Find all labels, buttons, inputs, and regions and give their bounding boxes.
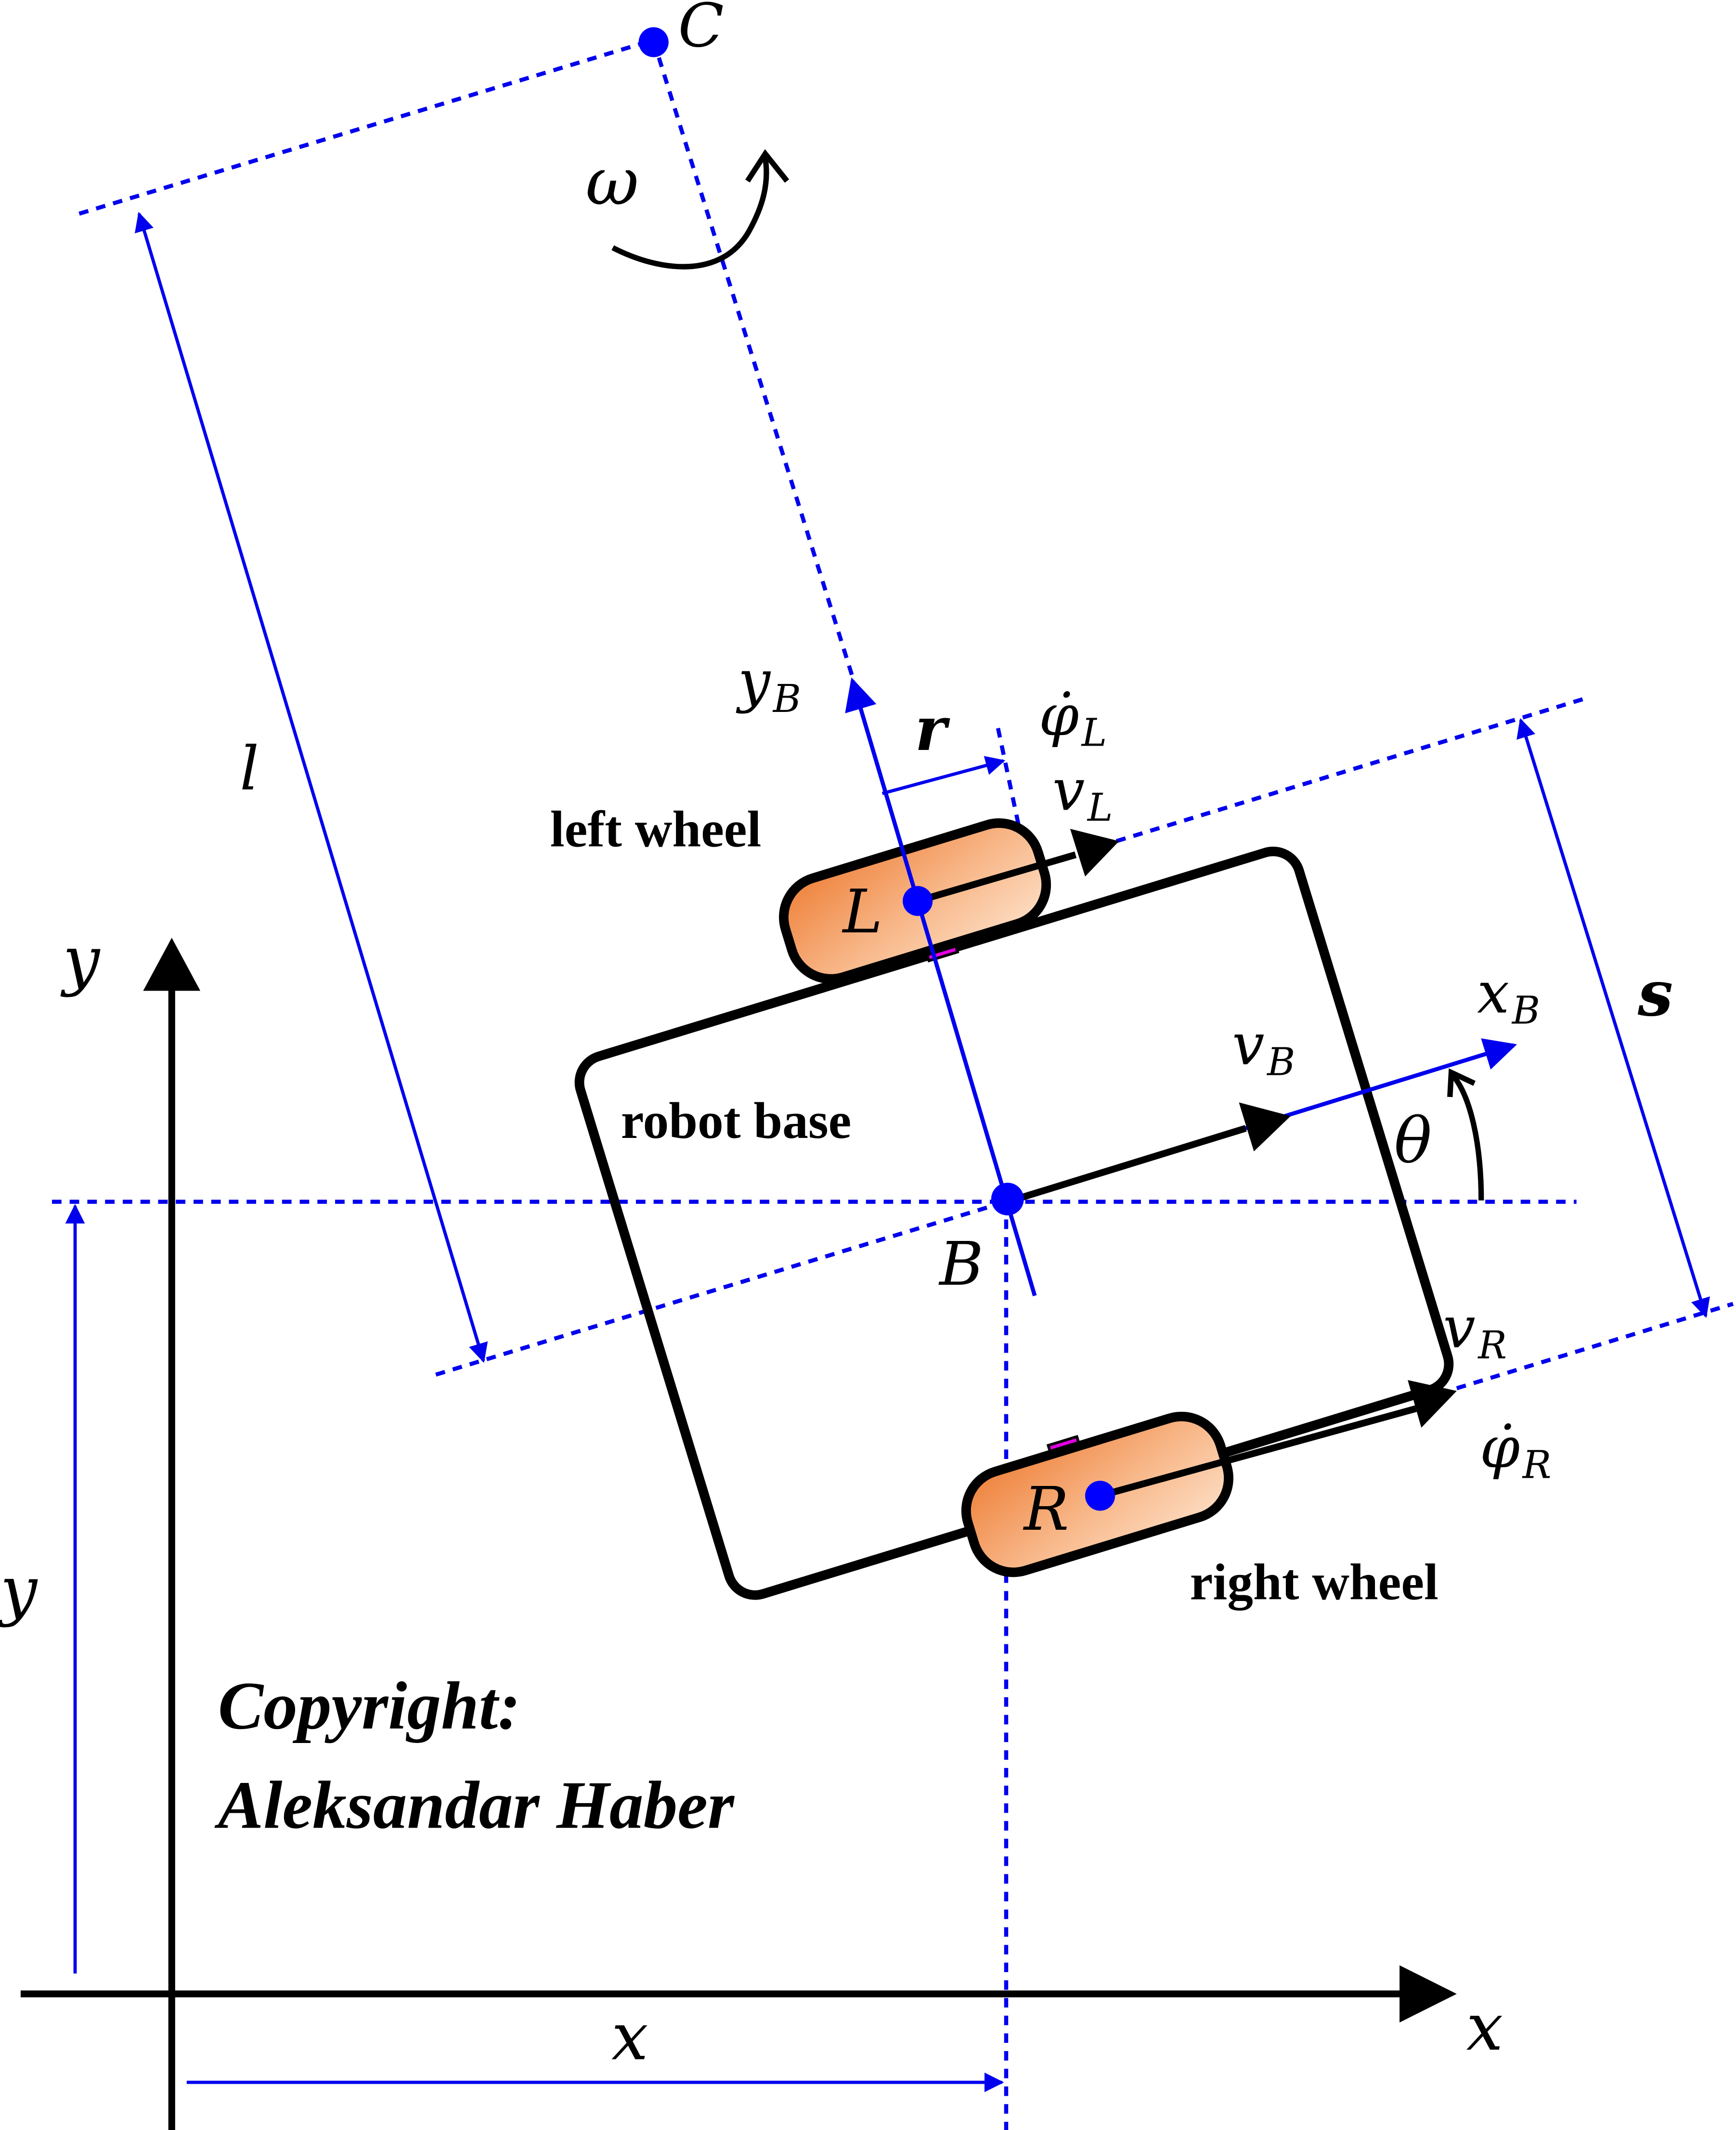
point-c (638, 27, 669, 57)
rotation-arrows (611, 149, 1484, 1201)
label-point-r: R (1023, 1475, 1069, 1544)
omega-arrowhead (745, 149, 790, 183)
x-axis-arrowhead (1399, 1965, 1457, 2023)
label-x-axis: x (1466, 1989, 1503, 2065)
xb-extension-dotted-line (435, 1200, 1007, 1377)
label-y-coordinate: y (0, 1553, 38, 1629)
copyright-line-1: Copyright: (218, 1668, 520, 1743)
label-theta: θ (1394, 1104, 1432, 1177)
point-b (991, 1183, 1024, 1215)
points (638, 27, 1115, 1511)
vb-arrowhead (1239, 1102, 1291, 1152)
wheel-radius-dotted-line (996, 727, 1023, 838)
label-x-coordinate: x (611, 1999, 648, 2075)
vr-arrowhead (1408, 1380, 1457, 1428)
label-robot-base: robot base (621, 1092, 852, 1149)
world-axes (20, 938, 1457, 2130)
l-dimension-arrow (134, 212, 488, 1363)
label-left-wheel: left wheel (550, 801, 762, 858)
theta-angle-arc (1451, 1073, 1484, 1201)
label-y-axis: y (60, 922, 101, 998)
vl-arrowhead (1070, 828, 1119, 877)
s-dimension-arrow (1516, 718, 1710, 1318)
label-omega: ω (585, 144, 639, 220)
label-phi-r: φ̇ R (1480, 1415, 1551, 1487)
right-contact-dotted-line (1456, 1302, 1734, 1391)
y-axis-arrowhead (143, 938, 201, 991)
vb-vector (1006, 1125, 1247, 1205)
label-phi-l: φ̇ L (1039, 683, 1107, 755)
vr-vector (1099, 1405, 1417, 1499)
dimension-arrows (65, 212, 1710, 2092)
label-point-l: L (842, 878, 883, 947)
label-l-length: l (240, 735, 259, 804)
theta-arrowhead (1447, 1068, 1476, 1097)
r-dimension-arrow (881, 756, 1006, 795)
label-point-b: B (938, 1230, 983, 1299)
label-s: s (1637, 956, 1673, 1030)
point-r (1085, 1481, 1115, 1511)
copyright-line-2: Aleksandar Haber (214, 1767, 735, 1843)
velocity-vectors (917, 828, 1457, 1499)
c-top-dotted-line (78, 39, 652, 216)
label-right-wheel: right wheel (1190, 1553, 1438, 1611)
copyright-notice: Copyright: Aleksandar Haber (214, 1668, 735, 1843)
point-l (903, 886, 933, 916)
omega-rotation-arrow (611, 157, 769, 270)
c-to-yb-dotted-line (651, 40, 855, 677)
vl-vector (917, 851, 1077, 904)
text-labels: left wheel robot base right wheel (550, 801, 1438, 1611)
left-contact-dotted-line (1115, 696, 1587, 843)
label-r: r (915, 694, 951, 764)
label-c: C (678, 0, 724, 61)
